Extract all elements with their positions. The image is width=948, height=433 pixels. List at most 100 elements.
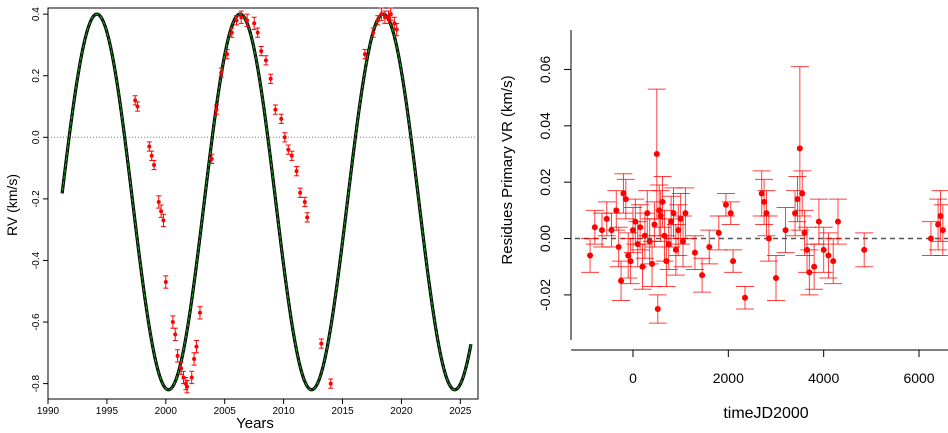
data-point (935, 221, 942, 228)
data-point (792, 210, 799, 217)
data-point (382, 15, 387, 20)
data-point (149, 153, 154, 158)
data-point (163, 280, 168, 285)
data-point (587, 252, 594, 259)
x-tick-label: 0 (629, 370, 637, 386)
data-point (192, 356, 197, 361)
y-tick-label: -0.8 (31, 375, 42, 393)
data-point (263, 58, 268, 63)
x-tick-label: 4000 (808, 370, 839, 386)
x-tick-label: 2010 (272, 406, 295, 417)
data-point (782, 227, 789, 234)
data-point (189, 375, 194, 380)
data-point (773, 275, 779, 281)
x-tick-label: 1995 (96, 406, 119, 417)
x-tick-label: 2000 (155, 406, 178, 417)
rv-plot-frame (47, 7, 479, 400)
data-point (644, 210, 651, 217)
data-point (680, 238, 687, 245)
data-point (706, 244, 713, 250)
data-point (761, 198, 768, 205)
data-point (613, 207, 620, 214)
data-point (722, 201, 729, 208)
data-point (939, 227, 946, 234)
y-tick-label: -0.02 (537, 279, 553, 311)
data-point (682, 210, 689, 217)
rv-panel: 1990 1995 2000 2005 2010 2015 2020 2025 0.40.20… (4, 7, 479, 432)
model-curve (60, 12, 473, 392)
data-point (806, 269, 813, 276)
data-point (927, 235, 934, 242)
data-point (672, 246, 679, 253)
data-point (179, 366, 184, 371)
data-point (627, 258, 634, 265)
data-point (156, 199, 161, 204)
data-point (622, 196, 629, 203)
x-tick-label: 2025 (449, 406, 472, 417)
data-point (811, 263, 818, 270)
data-point (133, 98, 138, 103)
data-point (294, 169, 299, 174)
data-point (279, 116, 284, 121)
x-axis-ticks: 1990 1995 2000 2005 2010 2015 2020 2025 (37, 399, 472, 417)
data-point (268, 76, 273, 81)
data-point (639, 263, 646, 270)
data-point (328, 381, 333, 386)
data-point (825, 252, 832, 259)
data-point (649, 260, 656, 267)
y-tick-label: 0.4 (31, 7, 42, 21)
data-point (801, 229, 808, 236)
data-point (161, 218, 166, 223)
data-point (861, 246, 868, 253)
data-point (730, 258, 737, 265)
data-point (386, 15, 391, 20)
x-tick-label: 2020 (390, 406, 413, 417)
data-point (668, 218, 675, 225)
data-point (239, 15, 244, 20)
data-point (699, 272, 706, 279)
data-point (654, 306, 661, 312)
x-axis-label: Years (236, 415, 274, 432)
data-point (763, 210, 770, 217)
data-point (375, 18, 380, 23)
x-axis-label: timeJD2000 (723, 405, 808, 422)
data-point (830, 258, 837, 265)
observations (132, 7, 400, 394)
data-point (675, 227, 682, 234)
data-point (319, 341, 324, 346)
data-point (796, 145, 803, 152)
data-point (229, 30, 234, 35)
data-point (677, 215, 684, 222)
data-point (603, 215, 610, 222)
data-point (591, 224, 598, 231)
y-tick-label: 0.04 (537, 112, 553, 139)
y-tick-label: -0.6 (31, 313, 42, 331)
data-point (618, 277, 625, 284)
data-point (219, 70, 224, 75)
model-curve-outer (60, 12, 473, 392)
data-point (173, 332, 178, 337)
y-tick-label: 0.2 (31, 68, 42, 82)
y-tick-label: -0.4 (31, 251, 42, 269)
data-point (637, 224, 644, 231)
data-point (663, 258, 670, 265)
data-point (170, 320, 175, 325)
residuals-panel: 0 2000 4000 6000 -0.02 0.00 0.02 0.04 0.06 time… (499, 30, 948, 422)
data-point (209, 156, 214, 161)
y-axis-ticks: 0.4 0.2 0.0 -0.2 -0.4 -0.6 -0.8 (31, 7, 48, 392)
data-point (194, 344, 199, 349)
y-tick-label: -0.2 (31, 190, 42, 208)
data-point (653, 151, 660, 157)
y-tick-label: 0.00 (537, 225, 553, 252)
data-point (834, 218, 841, 225)
data-point (670, 210, 677, 217)
y-axis-ticks: -0.02 0.00 0.02 0.04 0.06 (537, 56, 571, 311)
data-point (197, 310, 202, 315)
data-point (937, 213, 944, 219)
data-point (765, 235, 772, 242)
data-point (298, 190, 303, 195)
y-tick-label: 0.0 (31, 130, 42, 144)
data-point (225, 52, 230, 57)
data-point (214, 107, 219, 112)
